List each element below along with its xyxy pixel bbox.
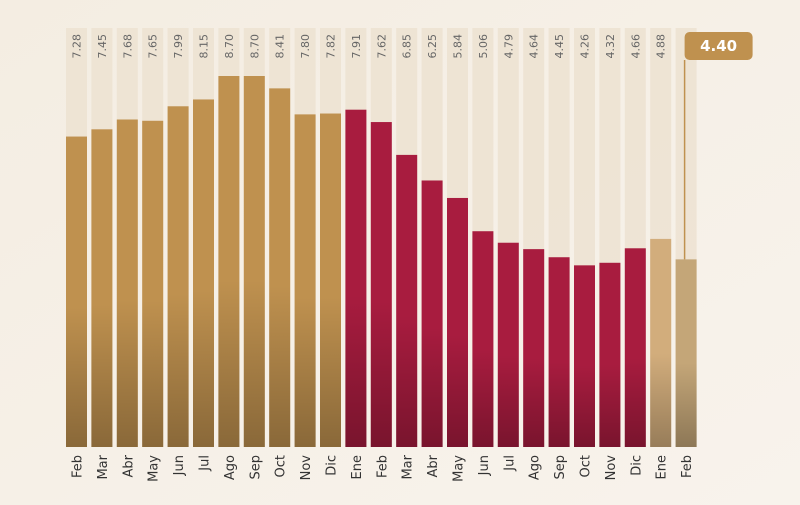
bar-shade (447, 197, 468, 447)
value-label: 4.45 (553, 34, 566, 59)
category-label: Feb (71, 455, 86, 478)
category-label: Ene (350, 455, 365, 479)
category-label: Sep (553, 455, 568, 480)
bar-shade (91, 129, 113, 447)
value-label: 6.25 (426, 34, 439, 59)
category-label: May (452, 455, 467, 482)
category-label: Nov (604, 455, 619, 481)
value-label: 7.62 (375, 34, 388, 59)
value-label: 7.99 (172, 34, 185, 59)
category-label: Jun (477, 455, 492, 476)
value-label: 7.28 (71, 34, 84, 59)
category-label: Oct (274, 455, 289, 477)
bar-shade (650, 238, 672, 447)
value-label: 5.84 (452, 34, 465, 59)
category-label: Abr (121, 454, 136, 477)
value-label: 4.66 (629, 34, 642, 59)
value-label: 7.91 (350, 34, 363, 59)
value-label: 4.88 (655, 34, 668, 59)
bar-shade (167, 106, 189, 447)
category-label: Ago (223, 455, 238, 480)
bar-shade (421, 180, 443, 448)
category-label: Dic (325, 455, 340, 476)
bar-shade (370, 122, 392, 447)
value-label: 4.64 (528, 34, 541, 59)
bar-shade (218, 76, 240, 447)
value-label: 8.15 (198, 34, 211, 59)
value-label: 7.68 (121, 34, 134, 59)
bar-shade (243, 76, 265, 447)
bar-shade (599, 262, 621, 447)
bar-shade (269, 88, 291, 447)
category-label: Ene (655, 455, 670, 479)
category-label: Jul (198, 455, 213, 472)
bar-shade (142, 120, 164, 447)
bar-shade (675, 259, 697, 447)
category-label: Mar (96, 454, 111, 479)
value-label: 8.70 (248, 34, 261, 59)
category-label: Feb (375, 455, 390, 478)
category-label: Nov (299, 455, 314, 481)
bar-shade (472, 231, 494, 447)
bar-shade (345, 109, 367, 447)
value-label: 5.06 (477, 34, 490, 59)
bar-shade (320, 113, 341, 448)
bar-shade (574, 265, 595, 447)
badge (684, 32, 753, 60)
bar-shade (66, 136, 87, 447)
bar-shade (497, 242, 519, 447)
value-label: 4.26 (579, 34, 592, 59)
value-label: 7.65 (147, 34, 160, 59)
category-label: Dic (629, 455, 644, 476)
category-label: Sep (248, 455, 263, 480)
category-label: Abr (426, 454, 441, 477)
category-label: Oct (579, 455, 594, 477)
value-label: 7.80 (299, 34, 312, 59)
bar-shade (548, 257, 570, 447)
value-label: 7.45 (96, 34, 109, 59)
bar-shade (193, 99, 214, 447)
category-label: Feb (680, 455, 695, 478)
category-label: Ago (528, 455, 543, 480)
category-label: May (147, 455, 162, 482)
value-label: 7.82 (325, 34, 338, 59)
value-label: 6.85 (401, 34, 414, 59)
bar-shade (294, 114, 316, 448)
bar-shade (116, 119, 138, 447)
bar-shade (624, 248, 646, 447)
category-label: Jul (502, 455, 517, 472)
value-label: 8.70 (223, 34, 236, 59)
value-label: 4.32 (604, 34, 617, 59)
bar-shade (523, 249, 545, 447)
category-label: Mar (401, 454, 416, 479)
category-label: Jun (172, 455, 187, 476)
bar-shade (396, 154, 418, 447)
value-label: 8.41 (274, 34, 287, 59)
value-label: 4.79 (502, 34, 515, 59)
value-label: 4.40 (700, 37, 737, 55)
